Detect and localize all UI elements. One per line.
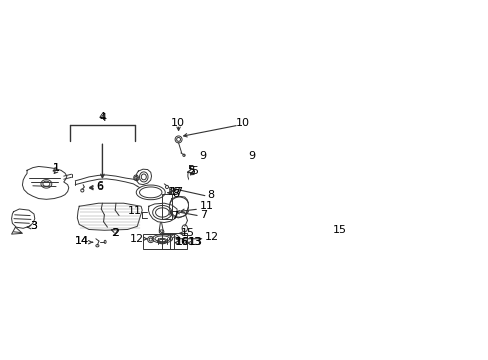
Text: 3: 3: [30, 221, 37, 231]
Text: 4: 4: [99, 112, 106, 122]
Text: 7: 7: [171, 211, 178, 221]
Text: 17: 17: [170, 186, 184, 197]
Text: 7: 7: [200, 210, 207, 220]
Text: 4: 4: [100, 113, 106, 123]
Text: 2: 2: [111, 228, 119, 238]
Text: 13: 13: [188, 237, 202, 247]
Text: 8: 8: [172, 189, 179, 198]
Text: 5: 5: [191, 166, 198, 176]
Text: 2: 2: [112, 228, 119, 238]
Text: 6: 6: [96, 182, 102, 192]
Text: 1: 1: [52, 163, 60, 173]
Text: 9: 9: [247, 151, 255, 161]
Text: 12: 12: [129, 234, 143, 244]
Text: 11: 11: [127, 206, 142, 216]
Text: 14: 14: [75, 236, 89, 246]
Text: 10: 10: [235, 118, 249, 128]
Text: 5: 5: [187, 166, 194, 176]
Text: 9: 9: [199, 151, 206, 161]
Text: 5: 5: [187, 165, 194, 175]
Text: 6: 6: [96, 181, 102, 191]
Text: 16: 16: [176, 237, 189, 247]
Text: 17: 17: [168, 186, 182, 197]
Bar: [161, 233, 186, 249]
Text: 16: 16: [174, 237, 188, 247]
Text: 1: 1: [52, 163, 60, 173]
Text: 11: 11: [199, 201, 213, 211]
Text: 13: 13: [187, 237, 202, 247]
Text: 10: 10: [170, 118, 184, 128]
Bar: [142, 234, 174, 249]
Text: 14: 14: [75, 236, 89, 246]
Bar: [162, 194, 171, 219]
Text: 3: 3: [30, 221, 37, 231]
Text: 15: 15: [332, 225, 346, 235]
Text: 8: 8: [207, 190, 214, 200]
Text: 15: 15: [181, 228, 195, 238]
Text: 12: 12: [204, 232, 219, 242]
